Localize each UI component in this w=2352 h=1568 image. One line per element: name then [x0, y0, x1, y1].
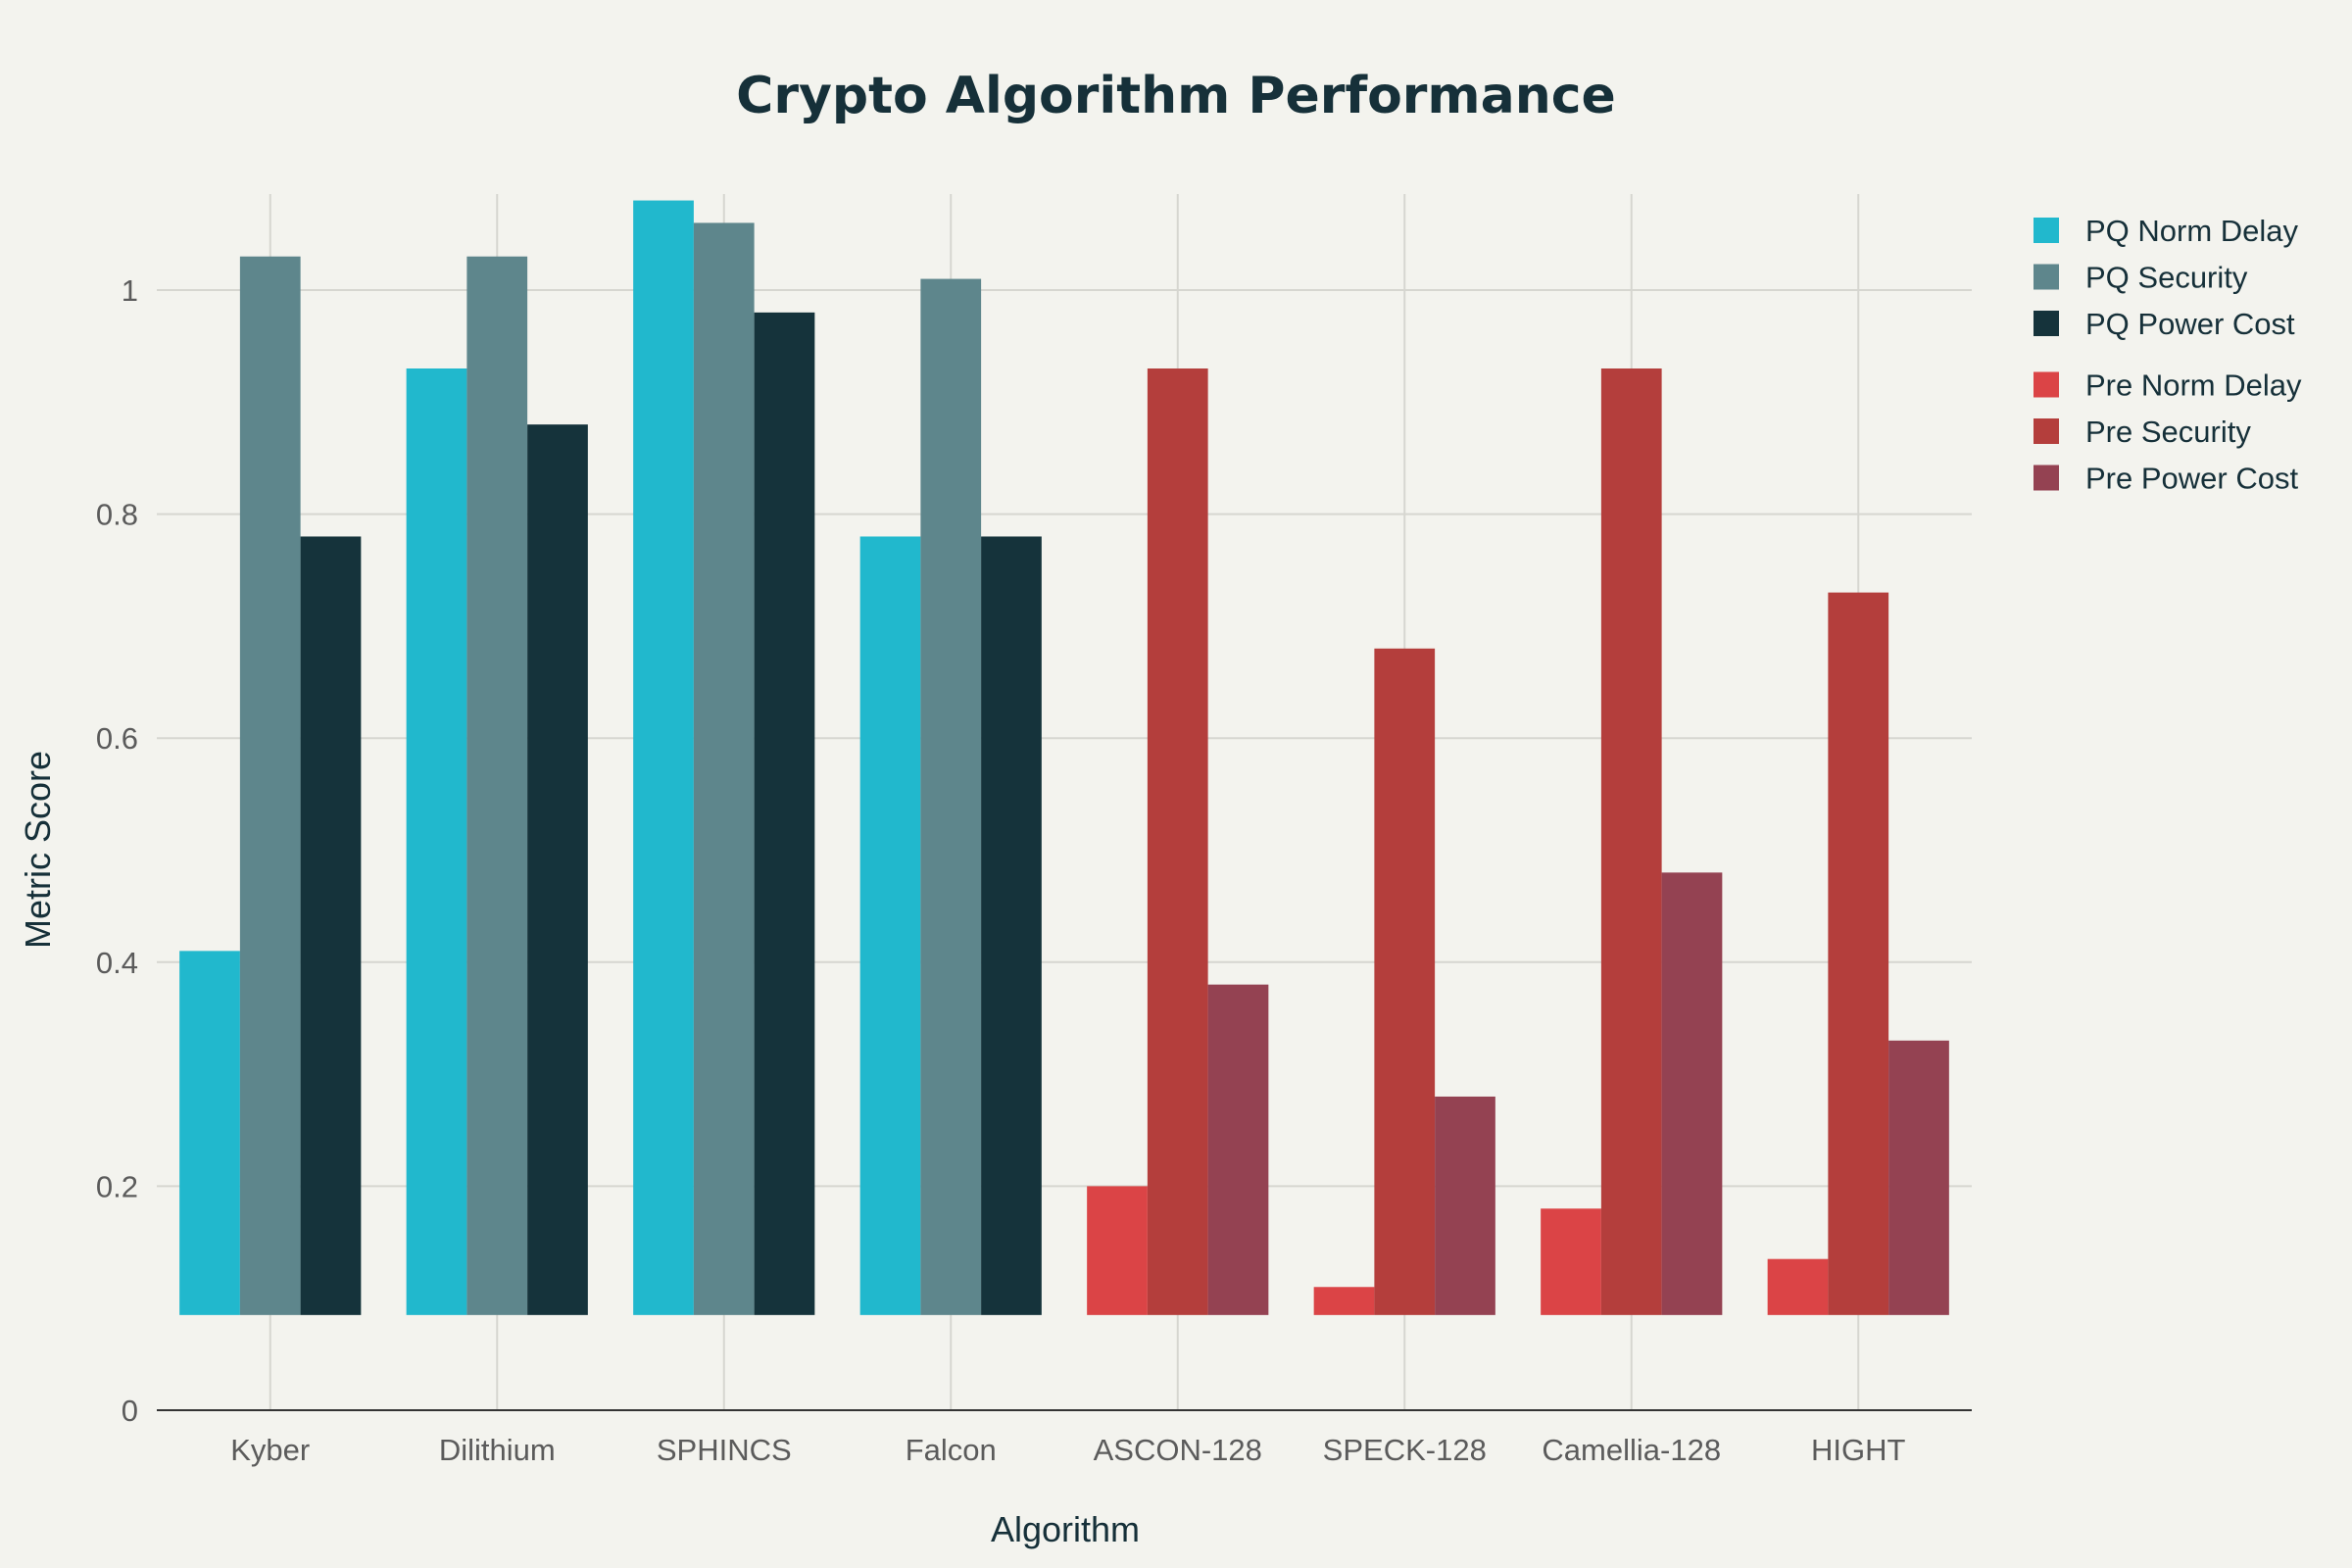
y-axis-title: Metric Score: [18, 751, 58, 949]
y-tick-label: 1: [122, 273, 138, 308]
legend: PQ Norm Delay PQ Security PQ Power Cost Pre…: [2034, 214, 2302, 496]
y-tick-label: 0.4: [96, 946, 138, 980]
legend-swatch-pq-security: [2034, 264, 2059, 290]
chart-title: Crypto Algorithm Performance: [736, 67, 1616, 125]
bar-sphincs-pq-norm-delay: [633, 200, 694, 1315]
bar-speck-128-pre-norm-delay: [1313, 1287, 1375, 1315]
legend-label-pq-power-cost: PQ Power Cost: [2085, 307, 2295, 341]
bars: [179, 200, 1949, 1315]
bar-sphincs-pq-power-cost: [754, 312, 815, 1315]
legend-swatch-pq-norm-delay: [2034, 218, 2059, 243]
bar-sphincs-pq-security: [693, 222, 755, 1315]
x-tick-label-sphincs: SPHINCS: [657, 1433, 792, 1467]
y-tick-label: 0.8: [96, 498, 138, 532]
bar-dilithium-pq-security: [466, 256, 528, 1315]
x-tick-label-kyber: Kyber: [230, 1433, 310, 1467]
legend-label-pre-power-cost: Pre Power Cost: [2085, 462, 2298, 496]
bar-ascon-128-pre-norm-delay: [1087, 1186, 1148, 1315]
bar-kyber-pq-power-cost: [300, 536, 362, 1315]
bar-dilithium-pq-power-cost: [527, 424, 588, 1315]
y-tick-label: 0: [122, 1394, 138, 1428]
legend-swatch-pre-norm-delay: [2034, 371, 2059, 398]
y-tick-label: 0.2: [96, 1169, 138, 1203]
bar-hight-pre-power-cost: [1888, 1040, 1949, 1315]
x-tick-label-falcon: Falcon: [906, 1433, 997, 1467]
legend-label-pq-norm-delay: PQ Norm Delay: [2085, 214, 2299, 248]
bar-camellia-128-pre-security: [1600, 368, 1662, 1315]
bar-dilithium-pq-norm-delay: [406, 368, 467, 1315]
bar-speck-128-pre-security: [1374, 648, 1436, 1315]
legend-swatch-pre-power-cost: [2034, 465, 2059, 491]
x-tick-label-camellia-128: Camellia-128: [1542, 1433, 1721, 1467]
bar-kyber-pq-security: [239, 256, 301, 1315]
x-tick-labels: Kyber Dilithium SPHINCS Falcon ASCON-128 SPEC…: [230, 1433, 1905, 1467]
x-tick-label-ascon-128: ASCON-128: [1094, 1433, 1262, 1467]
bar-camellia-128-pre-norm-delay: [1541, 1208, 1601, 1315]
legend-label-pre-security: Pre Security: [2085, 415, 2251, 449]
x-tick-label-hight: HIGHT: [1811, 1433, 1906, 1467]
bar-camellia-128-pre-power-cost: [1661, 872, 1723, 1315]
bar-falcon-pq-power-cost: [981, 536, 1042, 1315]
legend-label-pq-security: PQ Security: [2085, 261, 2248, 295]
bar-falcon-pq-security: [920, 278, 982, 1315]
bar-ascon-128-pre-security: [1147, 368, 1208, 1315]
y-tick-labels: 0 0.2 0.4 0.6 0.8 1: [96, 273, 138, 1428]
bar-ascon-128-pre-power-cost: [1207, 984, 1269, 1315]
y-tick-label: 0.6: [96, 721, 138, 756]
bar-hight-pre-security: [1828, 592, 1889, 1315]
legend-swatch-pq-power-cost: [2034, 311, 2059, 336]
legend-swatch-pre-security: [2034, 418, 2059, 444]
x-axis-title: Algorithm: [991, 1509, 1140, 1549]
x-tick-label-dilithium: Dilithium: [439, 1433, 556, 1467]
bar-kyber-pq-norm-delay: [179, 951, 240, 1315]
legend-label-pre-norm-delay: Pre Norm Delay: [2085, 368, 2302, 403]
bar-hight-pre-norm-delay: [1767, 1258, 1829, 1315]
bar-falcon-pq-norm-delay: [859, 536, 921, 1315]
bar-speck-128-pre-power-cost: [1435, 1096, 1495, 1315]
x-tick-label-speck-128: SPECK-128: [1323, 1433, 1487, 1467]
